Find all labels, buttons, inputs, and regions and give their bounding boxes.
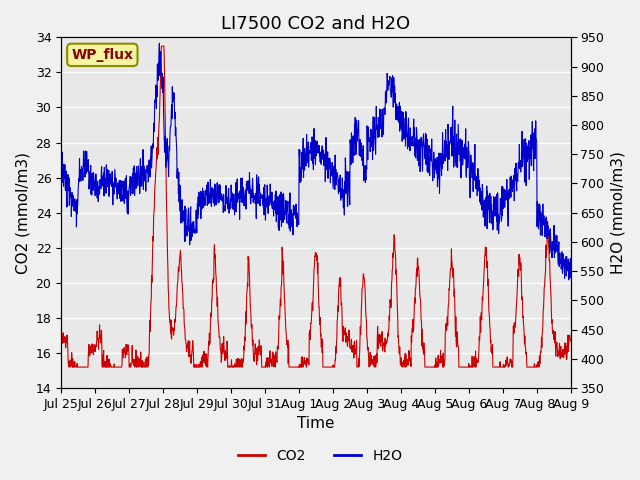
Legend: CO2, H2O: CO2, H2O [232, 443, 408, 468]
Text: WP_flux: WP_flux [71, 48, 133, 62]
Y-axis label: H2O (mmol/m3): H2O (mmol/m3) [610, 151, 625, 274]
Y-axis label: CO2 (mmol/m3): CO2 (mmol/m3) [15, 152, 30, 274]
X-axis label: Time: Time [297, 417, 335, 432]
Title: LI7500 CO2 and H2O: LI7500 CO2 and H2O [221, 15, 410, 33]
